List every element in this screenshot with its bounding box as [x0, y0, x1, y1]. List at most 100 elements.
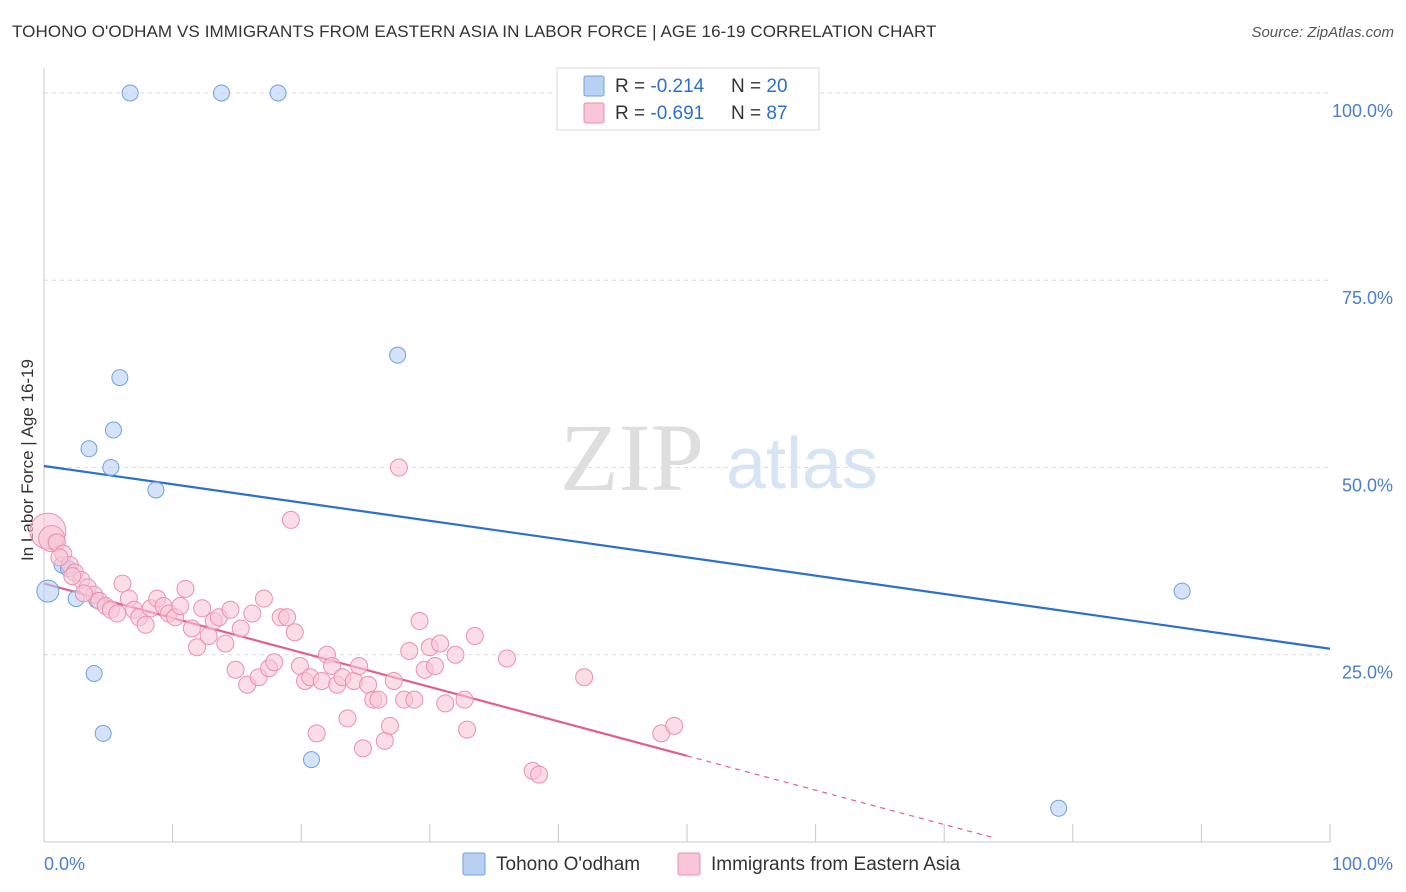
- point-eastern-asia: [665, 716, 684, 735]
- point-eastern-asia: [199, 627, 218, 646]
- n-label: N =: [731, 103, 766, 124]
- point-eastern-asia: [231, 619, 250, 638]
- y-tick-label: 50.0%: [1342, 475, 1393, 495]
- point-eastern-asia: [353, 739, 372, 758]
- point-tohono: [102, 458, 120, 476]
- point-eastern-asia: [400, 642, 419, 660]
- point-tohono: [104, 421, 122, 439]
- legend: Tohono O'odham Immigrants from Eastern As…: [462, 852, 961, 876]
- r-value: -0.214: [650, 76, 704, 97]
- chart-title: TOHONO O'ODHAM VS IMMIGRANTS FROM EASTER…: [12, 22, 937, 41]
- point-eastern-asia: [50, 548, 69, 567]
- point-eastern-asia: [254, 589, 273, 608]
- trend-line-extension: [686, 755, 996, 839]
- point-tohono: [36, 579, 60, 603]
- point-tohono: [121, 84, 139, 102]
- legend-swatch: [462, 852, 486, 876]
- point-eastern-asia: [530, 765, 549, 784]
- stats-n: N = 20: [731, 76, 788, 97]
- point-eastern-asia: [384, 671, 403, 690]
- y-tick-label: 75.0%: [1342, 288, 1393, 308]
- y-tick-labels: 100.0% 75.0% 50.0% 25.0%: [1332, 101, 1393, 683]
- point-tohono: [80, 440, 98, 458]
- r-label: R =: [615, 103, 650, 124]
- trend-line-tohono: [43, 464, 1331, 650]
- n-value: 87: [766, 103, 787, 124]
- x-tick-label: 0.0%: [44, 854, 85, 874]
- point-tohono: [111, 369, 129, 387]
- point-eastern-asia: [182, 619, 201, 638]
- legend-label: Tohono O'odham: [496, 854, 640, 875]
- point-tohono: [147, 481, 165, 499]
- point-tohono: [212, 84, 230, 102]
- point-eastern-asia: [108, 604, 127, 623]
- point-eastern-asia: [455, 690, 474, 709]
- source-label: Source: ZipAtlas.com: [1251, 24, 1394, 41]
- n-value: 20: [766, 76, 787, 97]
- point-tohono: [302, 751, 320, 769]
- point-tohono: [94, 724, 112, 742]
- data-points: [29, 84, 1191, 817]
- point-eastern-asia: [436, 694, 455, 713]
- point-tohono: [85, 664, 103, 682]
- stats-row: R = -0.214: [615, 76, 705, 97]
- watermark-zip: ZIP: [560, 404, 704, 511]
- point-eastern-asia: [369, 690, 388, 709]
- stats-row: R = -0.691: [615, 103, 704, 124]
- x-tick-label: 100.0%: [1332, 854, 1393, 874]
- point-eastern-asia: [446, 645, 465, 664]
- point-eastern-asia: [226, 660, 245, 679]
- n-label: N =: [731, 76, 766, 97]
- y-tick-label: 25.0%: [1342, 663, 1393, 683]
- point-eastern-asia: [380, 716, 399, 735]
- point-eastern-asia: [575, 668, 594, 687]
- point-eastern-asia: [285, 623, 304, 642]
- point-eastern-asia: [193, 599, 212, 618]
- point-eastern-asia: [278, 608, 297, 627]
- point-tohono: [1173, 582, 1191, 600]
- point-tohono: [269, 84, 287, 102]
- point-eastern-asia: [410, 612, 429, 631]
- point-eastern-asia: [312, 671, 331, 690]
- r-value: -0.691: [650, 103, 704, 124]
- point-eastern-asia: [63, 567, 82, 586]
- point-eastern-asia: [350, 656, 369, 675]
- point-eastern-asia: [113, 574, 132, 593]
- point-eastern-asia: [338, 709, 357, 728]
- stats-box: R = -0.214 N = 20 R = -0.691 N = 87: [556, 67, 820, 131]
- axes: [43, 68, 1331, 843]
- point-eastern-asia: [323, 656, 342, 675]
- point-eastern-asia: [405, 690, 424, 709]
- watermark: ZIP atlas: [560, 404, 878, 511]
- point-eastern-asia: [171, 597, 190, 616]
- point-tohono: [389, 346, 407, 364]
- watermark-atlas: atlas: [726, 424, 878, 504]
- legend-label: Immigrants from Eastern Asia: [711, 854, 961, 875]
- point-eastern-asia: [221, 600, 240, 619]
- point-eastern-asia: [497, 649, 516, 668]
- point-eastern-asia: [74, 584, 93, 603]
- point-eastern-asia: [359, 675, 378, 694]
- point-eastern-asia: [465, 627, 484, 646]
- point-tohono: [1050, 799, 1068, 817]
- point-eastern-asia: [265, 653, 284, 672]
- point-eastern-asia: [389, 458, 408, 477]
- x-tick-labels: 0.0% 100.0%: [44, 854, 1393, 874]
- stats-n: N = 87: [731, 103, 788, 124]
- r-label: R =: [615, 76, 650, 97]
- point-eastern-asia: [176, 579, 195, 598]
- point-eastern-asia: [307, 724, 326, 743]
- stats-swatch: [583, 102, 605, 124]
- stats-swatch: [583, 75, 605, 97]
- point-eastern-asia: [425, 656, 444, 675]
- point-eastern-asia: [458, 720, 477, 739]
- point-eastern-asia: [188, 638, 207, 657]
- legend-swatch: [677, 852, 701, 876]
- trend-lines: [43, 464, 1331, 839]
- grid-lines: [44, 92, 1330, 656]
- y-tick-label: 100.0%: [1332, 101, 1393, 121]
- point-eastern-asia: [136, 615, 155, 634]
- point-eastern-asia: [216, 634, 235, 653]
- point-eastern-asia: [243, 604, 262, 623]
